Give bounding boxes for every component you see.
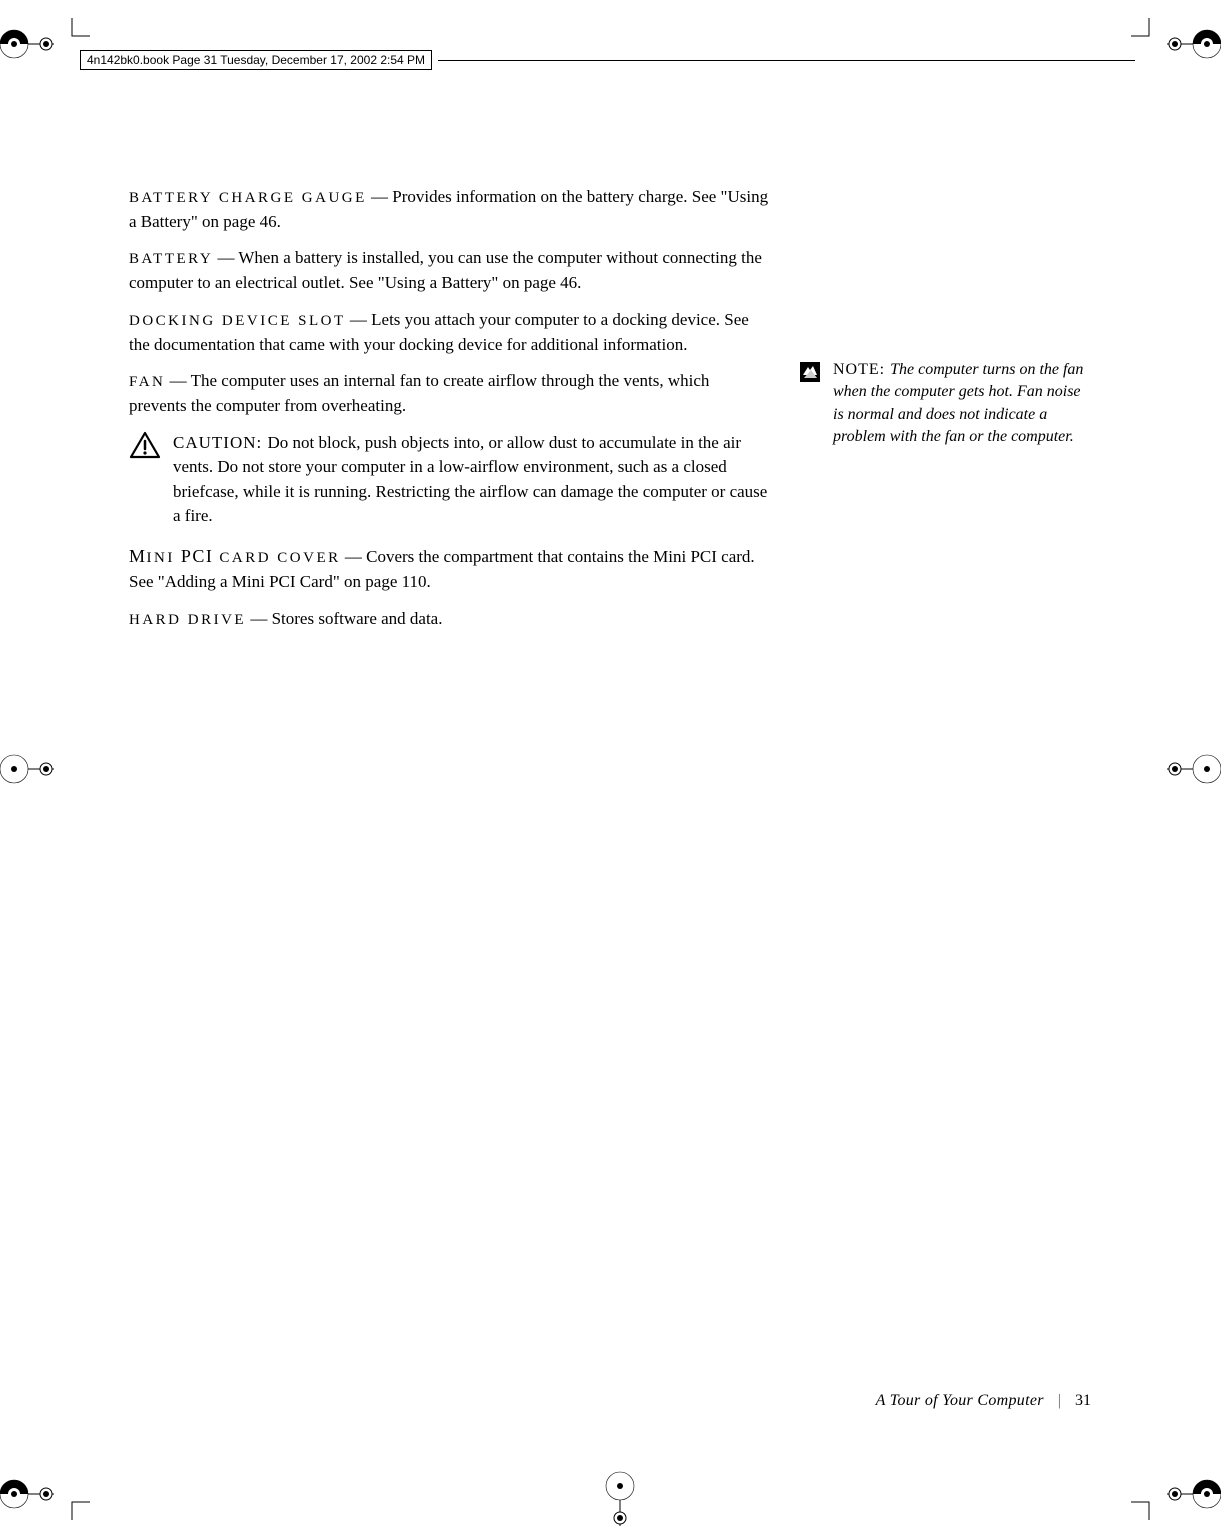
note-text: NOTE: The computer turns on the fan when… [833,359,1089,449]
header-rule [438,60,1135,61]
content-area: BATTERY CHARGE GAUGE — Provides informat… [129,185,1089,643]
page-header: 4n142bk0.book Page 31 Tuesday, December … [80,48,1141,72]
entry-fan: FAN — The computer uses an internal fan … [129,369,769,418]
term-mini-pci-ini: INI [147,550,175,566]
footer-page-number: 31 [1075,1392,1091,1409]
header-filename: 4n142bk0.book Page 31 Tuesday, December … [80,50,432,70]
note-icon [799,361,823,388]
crop-mark-bl [54,1484,90,1520]
reg-target-ml [0,747,56,791]
reg-target-br [1165,1472,1221,1516]
page-footer: A Tour of Your Computer | 31 [876,1392,1091,1410]
entry-hard-drive: HARD DRIVE — Stores software and data. [129,607,769,632]
desc-fan: — The computer uses an internal fan to c… [129,371,709,415]
term-docking: DOCKING DEVICE SLOT [129,313,346,329]
term-battery-charge-gauge: BATTERY CHARGE GAUGE [129,190,367,206]
desc-hard-drive: — Stores software and data. [246,609,442,628]
term-mini-pci-pci: PCI [175,546,220,566]
term-mini-pci-rest: CARD COVER [219,550,340,566]
main-column: BATTERY CHARGE GAUGE — Provides informat… [129,185,769,643]
footer-section-title: A Tour of Your Computer [876,1392,1044,1409]
entry-docking: DOCKING DEVICE SLOT — Lets you attach yo… [129,308,769,357]
reg-target-tl [0,22,56,66]
reg-target-mr [1165,747,1221,791]
entry-battery: BATTERY — When a battery is installed, y… [129,246,769,295]
caution-text: CAUTION: Do not block, push objects into… [173,431,769,530]
reg-target-tr [1165,22,1221,66]
caution-icon [129,431,161,464]
entry-battery-charge-gauge: BATTERY CHARGE GAUGE — Provides informat… [129,185,769,234]
term-hard-drive: HARD DRIVE [129,612,246,628]
note-label: NOTE: [833,361,890,378]
side-column: NOTE: The computer turns on the fan when… [799,185,1089,449]
term-mini-pci-m: M [129,546,147,566]
note-block: NOTE: The computer turns on the fan when… [799,359,1089,449]
reg-target-bl [0,1472,56,1516]
footer-divider: | [1058,1392,1061,1409]
caution-label: CAUTION: [173,433,267,452]
desc-battery: — When a battery is installed, you can u… [129,248,762,292]
entry-mini-pci: MINI PCI CARD COVER — Covers the compart… [129,543,769,594]
term-fan: FAN [129,374,165,390]
crop-mark-br [1131,1484,1167,1520]
term-battery: BATTERY [129,251,213,267]
reg-target-bc [598,1468,642,1528]
caution-block: CAUTION: Do not block, push objects into… [129,431,769,530]
